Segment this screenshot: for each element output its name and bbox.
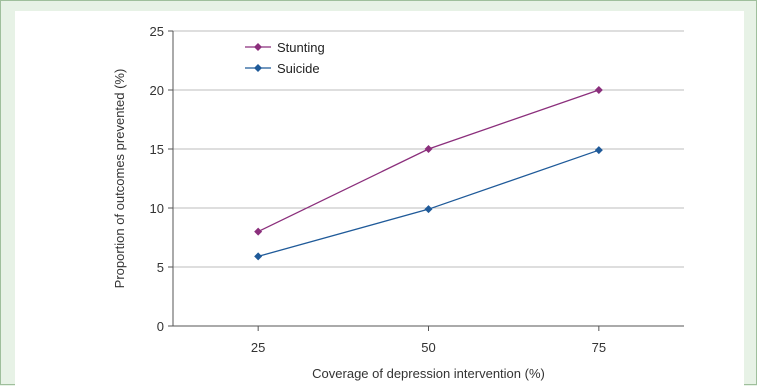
series bbox=[254, 86, 603, 261]
axes bbox=[172, 31, 684, 327]
axis-ticks: 0 5 10 15 20 25 25 50 75 bbox=[150, 24, 607, 355]
data-point-suicide bbox=[424, 205, 433, 214]
x-tick-label: 25 bbox=[251, 340, 265, 355]
data-point-stunting bbox=[254, 227, 263, 236]
plot-background bbox=[15, 11, 744, 386]
legend-marker-stunting bbox=[254, 43, 262, 51]
legend-label-stunting: Stunting bbox=[277, 40, 325, 55]
series-line-suicide bbox=[257, 149, 600, 258]
data-point-suicide bbox=[254, 252, 263, 261]
y-tick-label: 5 bbox=[157, 260, 164, 275]
y-tick-label: 25 bbox=[150, 24, 164, 39]
data-point-stunting bbox=[594, 86, 603, 94]
legend-label-suicide: Suicide bbox=[277, 61, 320, 76]
x-tick-label: 50 bbox=[421, 340, 435, 355]
y-tick-label: 15 bbox=[150, 142, 164, 157]
y-tick-label: 0 bbox=[157, 319, 164, 334]
y-tick-label: 10 bbox=[150, 201, 164, 216]
x-tick-label: 75 bbox=[592, 340, 606, 355]
y-tick-label: 20 bbox=[150, 83, 164, 98]
data-point-suicide bbox=[594, 146, 603, 155]
x-axis-label: Coverage of depression intervention (%) bbox=[312, 366, 545, 381]
data-point-stunting bbox=[424, 145, 433, 153]
legend: Stunting Suicide bbox=[245, 40, 325, 76]
legend-marker-suicide bbox=[254, 64, 262, 72]
y-axis-label: Proportion of outcomes prevented (%) bbox=[112, 69, 127, 289]
